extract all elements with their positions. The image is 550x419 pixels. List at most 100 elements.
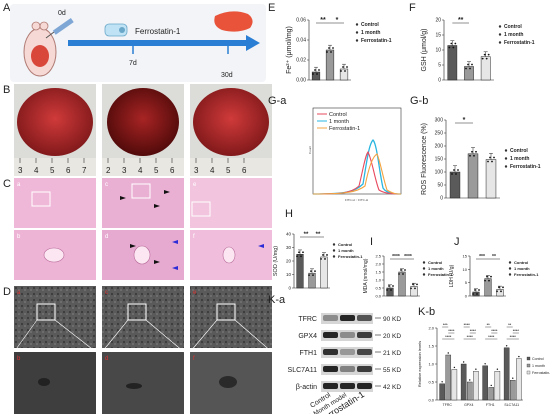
legend-entry: 1 month xyxy=(514,266,530,271)
y-tick-label: 1.5 xyxy=(375,270,381,275)
ferrostatin-icon xyxy=(104,23,128,37)
data-point xyxy=(496,290,498,293)
panel-label-ka: K-a xyxy=(268,294,286,306)
y-tick-label: 0.02 xyxy=(296,58,306,64)
data-point xyxy=(340,70,342,72)
data-point xyxy=(328,47,330,49)
data-point xyxy=(487,160,489,163)
sig-label: ** xyxy=(320,17,326,24)
data-point xyxy=(452,46,455,49)
bar xyxy=(460,363,467,401)
data-point xyxy=(416,283,418,286)
data-point xyxy=(512,377,514,379)
data-point xyxy=(344,70,346,72)
data-point xyxy=(483,53,486,56)
blot-band xyxy=(357,315,372,321)
data-point xyxy=(332,47,334,49)
data-point xyxy=(386,289,388,291)
legend-marker xyxy=(332,255,336,258)
bar xyxy=(496,289,504,297)
legend-marker xyxy=(422,267,426,270)
panel-label-c: C xyxy=(3,178,11,190)
legend-entry: Control xyxy=(514,260,528,265)
bar xyxy=(386,287,394,297)
bar xyxy=(439,383,445,401)
legend-1month: 1 month xyxy=(329,119,349,125)
legend-marker xyxy=(498,41,502,44)
ruler-label: 3 xyxy=(194,166,199,175)
legend-entry: Ferrostatin-1 xyxy=(338,254,363,259)
ruler-label: 4 xyxy=(34,166,39,175)
data-point xyxy=(498,286,500,289)
timeline-illustration: 0d 7d 30d Ferrostatin-1 xyxy=(23,10,260,79)
y-tick-label: 1.0 xyxy=(428,362,434,367)
sig-label: ** xyxy=(304,232,309,238)
bar xyxy=(445,354,452,401)
legend-marker xyxy=(526,363,531,368)
data-point xyxy=(330,51,332,53)
ruler-label: 5 xyxy=(226,166,231,175)
sig-label: **** xyxy=(488,334,495,339)
data-point xyxy=(388,285,390,287)
data-point xyxy=(326,51,328,53)
kd-label: 55 KD xyxy=(383,367,401,374)
protein-label: GPX4 xyxy=(298,333,317,340)
timeline-box: 0d 7d 30d Ferrostatin-1 xyxy=(10,4,266,82)
data-point xyxy=(484,279,486,282)
data-point xyxy=(342,66,344,68)
data-point xyxy=(469,379,471,381)
panel-label-i: I xyxy=(370,236,374,248)
y-tick-label: 40 xyxy=(286,232,292,237)
legend-entry: Control xyxy=(428,260,442,265)
x-tick-label: TFRC xyxy=(443,403,453,407)
ruler-label: 3 xyxy=(18,166,23,175)
ruler-label: 5 xyxy=(50,166,55,175)
day0-label: 0d xyxy=(58,10,66,17)
legend-marker xyxy=(526,356,531,361)
ruler-label: 4 xyxy=(138,166,143,175)
sig-label: *** xyxy=(479,254,485,260)
bar xyxy=(484,278,492,297)
ruler-label: 6 xyxy=(66,166,71,175)
data-point xyxy=(450,42,453,45)
c-sublabel: f xyxy=(193,234,195,240)
sig-label: ** xyxy=(487,322,491,327)
y-tick-label: 0 xyxy=(440,196,443,202)
data-point xyxy=(296,255,298,258)
data-point xyxy=(324,258,326,260)
data-point xyxy=(318,69,320,71)
data-point xyxy=(451,173,453,175)
blot-band xyxy=(323,349,338,355)
legend-marker xyxy=(422,273,426,276)
protein-label: SLC7A11 xyxy=(288,367,318,374)
data-point xyxy=(505,345,508,347)
bar xyxy=(320,256,328,289)
y-tick-label: 0.5 xyxy=(375,286,381,291)
y-tick-label: 2.0 xyxy=(428,326,434,331)
bar xyxy=(494,371,501,401)
ga-ylabel: Count xyxy=(308,146,312,154)
data-point xyxy=(462,361,465,363)
bar xyxy=(398,271,406,297)
data-point xyxy=(465,67,467,70)
c-sublabel: b xyxy=(17,234,21,240)
c-sublabel: e xyxy=(193,182,197,188)
data-point xyxy=(414,287,416,290)
legend-entry: Control xyxy=(338,242,352,247)
western-blot: TFRC 90 KD GPX4 20 KD FTH1 21 KD SLC7A11 55 KD β… xyxy=(275,298,425,419)
data-point xyxy=(469,154,471,157)
blot-band xyxy=(357,383,372,389)
data-point xyxy=(448,46,451,49)
data-point xyxy=(496,368,499,370)
data-point xyxy=(473,154,475,157)
y-tick-label: 0.5 xyxy=(428,380,434,385)
y-axis-label: GSH (μmol/g) xyxy=(421,29,428,72)
drug-label: Ferrostatin-1 xyxy=(135,27,181,36)
liver-model xyxy=(107,88,179,156)
legend-entry: 1 month xyxy=(504,32,523,38)
blot-band xyxy=(340,349,355,355)
sig-label: **** xyxy=(404,254,412,260)
